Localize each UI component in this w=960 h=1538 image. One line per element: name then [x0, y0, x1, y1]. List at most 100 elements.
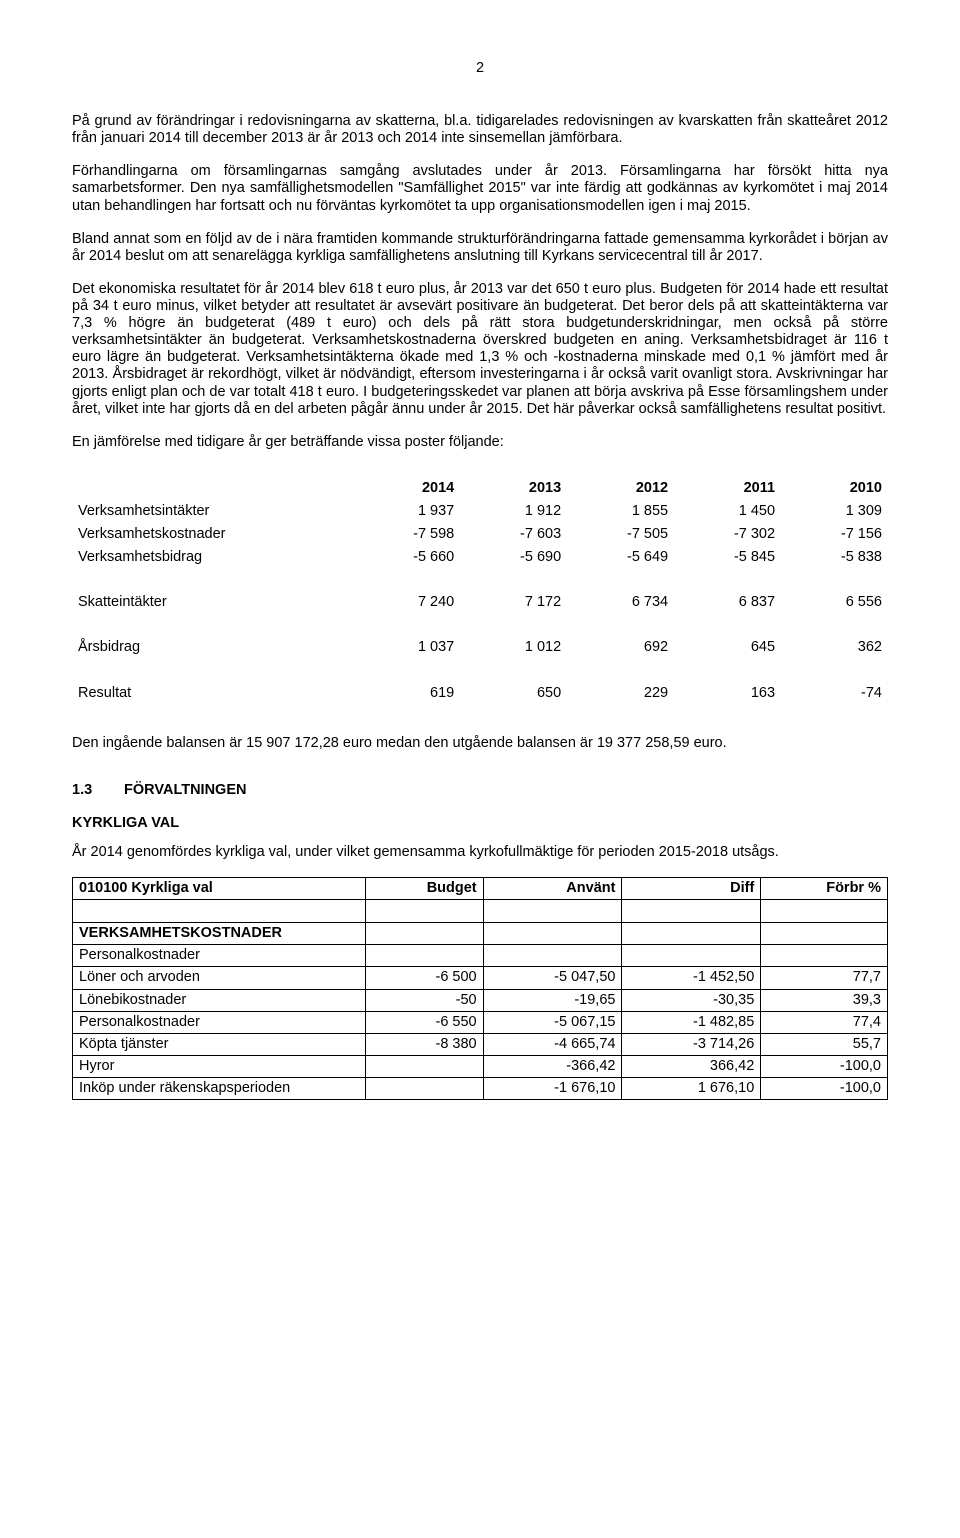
cell: -5 845 — [674, 546, 781, 569]
col-budget: Budget — [366, 878, 484, 900]
page-number: 2 — [72, 60, 888, 77]
cell: 6 734 — [567, 591, 674, 614]
cell — [366, 1077, 484, 1099]
row-label: Resultat — [72, 682, 353, 705]
row-label: Skatteintäkter — [72, 591, 353, 614]
cell: 362 — [781, 636, 888, 659]
val-text: År 2014 genomfördes kyrkliga val, under … — [72, 844, 888, 861]
year-col: 2010 — [781, 477, 888, 500]
table-row: Inköp under räkenskapsperioden -1 676,10… — [73, 1077, 888, 1099]
cell: 1 676,10 — [622, 1077, 761, 1099]
cell: 77,7 — [761, 967, 888, 989]
row-label: Verksamhetsintäkter — [72, 500, 353, 523]
cell: 1 309 — [781, 500, 888, 523]
cell: 7 240 — [353, 591, 460, 614]
cell: -366,42 — [483, 1055, 622, 1077]
col-used: Använt — [483, 878, 622, 900]
row-label: Verksamhetskostnader — [72, 523, 353, 546]
cell: 1 912 — [460, 500, 567, 523]
cell: 366,42 — [622, 1055, 761, 1077]
col-diff: Diff — [622, 878, 761, 900]
cell: -6 500 — [366, 967, 484, 989]
paragraph-2: Förhandlingarna om församlingarnas samgå… — [72, 163, 888, 214]
cell: -1 676,10 — [483, 1077, 622, 1099]
table-row: Verksamhetskostnader -7 598 -7 603 -7 50… — [72, 523, 888, 546]
cell: -7 603 — [460, 523, 567, 546]
cell: 1 855 — [567, 500, 674, 523]
cell: -3 714,26 — [622, 1033, 761, 1055]
subsection-label: Personalkostnader — [73, 945, 366, 967]
cell: 1 012 — [460, 636, 567, 659]
cell: -8 380 — [366, 1033, 484, 1055]
cell: -7 505 — [567, 523, 674, 546]
table-row: Verksamhetsbidrag -5 660 -5 690 -5 649 -… — [72, 546, 888, 569]
cell: -5 649 — [567, 546, 674, 569]
cell: -5 067,15 — [483, 1011, 622, 1033]
cell: 229 — [567, 682, 674, 705]
row-label: Inköp under räkenskapsperioden — [73, 1077, 366, 1099]
row-label: Lönebikostnader — [73, 989, 366, 1011]
cell: -5 690 — [460, 546, 567, 569]
section-number: 1.3 — [72, 782, 120, 799]
row-label: Verksamhetsbidrag — [72, 546, 353, 569]
cell: -5 047,50 — [483, 967, 622, 989]
cell: -1 452,50 — [622, 967, 761, 989]
table-row: Årsbidrag 1 037 1 012 692 645 362 — [72, 636, 888, 659]
table-row: Personalkostnader -6 550 -5 067,15 -1 48… — [73, 1011, 888, 1033]
year-col: 2014 — [353, 477, 460, 500]
cell: -6 550 — [366, 1011, 484, 1033]
paragraph-4: Det ekonomiska resultatet för år 2014 bl… — [72, 281, 888, 418]
cell: -1 482,85 — [622, 1011, 761, 1033]
table-row: Löner och arvoden -6 500 -5 047,50 -1 45… — [73, 967, 888, 989]
cell: 7 172 — [460, 591, 567, 614]
cell: 619 — [353, 682, 460, 705]
cell: 39,3 — [761, 989, 888, 1011]
sub-heading: KYRKLIGA VAL — [72, 815, 888, 832]
row-label: Köpta tjänster — [73, 1033, 366, 1055]
row-label: Årsbidrag — [72, 636, 353, 659]
year-col: 2012 — [567, 477, 674, 500]
summary-table: 2014 2013 2012 2011 2010 Verksamhetsintä… — [72, 477, 888, 705]
cell: -19,65 — [483, 989, 622, 1011]
table-row: Köpta tjänster -8 380 -4 665,74 -3 714,2… — [73, 1033, 888, 1055]
table-row: Resultat 619 650 229 163 -74 — [72, 682, 888, 705]
cell: 163 — [674, 682, 781, 705]
cell: -50 — [366, 989, 484, 1011]
year-col: 2011 — [674, 477, 781, 500]
cell — [366, 1055, 484, 1077]
cell: -7 598 — [353, 523, 460, 546]
subsection-row: Personalkostnader — [73, 945, 888, 967]
cell: -5 660 — [353, 546, 460, 569]
budget-title: 010100 Kyrkliga val — [73, 878, 366, 900]
cell: -7 302 — [674, 523, 781, 546]
section-title: FÖRVALTNINGEN — [124, 782, 246, 798]
cell: -4 665,74 — [483, 1033, 622, 1055]
cell: 645 — [674, 636, 781, 659]
cell: -100,0 — [761, 1077, 888, 1099]
comparison-intro: En jämförelse med tidigare år ger beträf… — [72, 434, 888, 451]
cell: -7 156 — [781, 523, 888, 546]
cell: 692 — [567, 636, 674, 659]
section-row: VERKSAMHETSKOSTNADER — [73, 923, 888, 945]
table-row: Hyror -366,42 366,42 -100,0 — [73, 1055, 888, 1077]
cell: 6 556 — [781, 591, 888, 614]
cell: 55,7 — [761, 1033, 888, 1055]
table-row: Skatteintäkter 7 240 7 172 6 734 6 837 6… — [72, 591, 888, 614]
section-label: VERKSAMHETSKOSTNADER — [73, 923, 366, 945]
cell: 1 450 — [674, 500, 781, 523]
row-label: Hyror — [73, 1055, 366, 1077]
paragraph-3: Bland annat som en följd av de i nära fr… — [72, 231, 888, 265]
row-label: Löner och arvoden — [73, 967, 366, 989]
cell: 1 937 — [353, 500, 460, 523]
table-row: Lönebikostnader -50 -19,65 -30,35 39,3 — [73, 989, 888, 1011]
paragraph-1: På grund av förändringar i redovisningar… — [72, 113, 888, 147]
summary-header-row: 2014 2013 2012 2011 2010 — [72, 477, 888, 500]
cell: -30,35 — [622, 989, 761, 1011]
budget-header-row: 010100 Kyrkliga val Budget Använt Diff F… — [73, 878, 888, 900]
cell: -74 — [781, 682, 888, 705]
cell: 1 037 — [353, 636, 460, 659]
year-col: 2013 — [460, 477, 567, 500]
table-row: Verksamhetsintäkter 1 937 1 912 1 855 1 … — [72, 500, 888, 523]
cell: 77,4 — [761, 1011, 888, 1033]
cell: -5 838 — [781, 546, 888, 569]
